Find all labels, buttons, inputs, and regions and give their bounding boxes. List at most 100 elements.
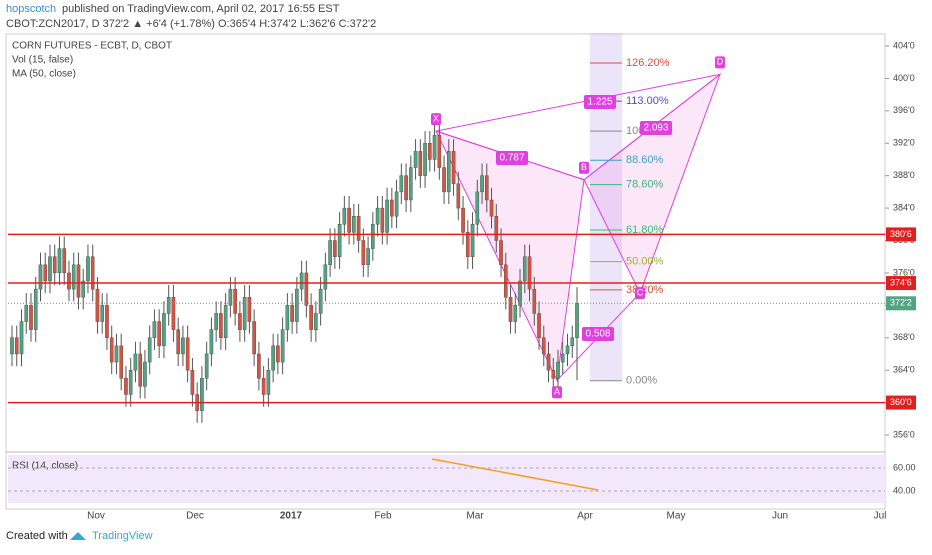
candle-body [323, 264, 328, 290]
candle-body [38, 264, 43, 290]
plot-frame [5, 33, 886, 510]
level-label: 374'6 [890, 277, 912, 287]
candle-body [371, 224, 375, 249]
candle-body [442, 167, 446, 193]
ratio-label: 2.093 [643, 123, 668, 134]
candle-body [71, 264, 76, 290]
candle-body [465, 232, 470, 257]
last-price-label: 372'2 [890, 298, 912, 308]
level-tag [886, 276, 916, 291]
y-tick-label: 356'0 [893, 429, 915, 439]
fib-label: 61.80% [626, 224, 664, 236]
x-tick-label: May [667, 511, 686, 522]
candle-body [432, 134, 437, 160]
fib-label: 113.00% [626, 95, 669, 107]
y-tick-label: 368'0 [893, 332, 915, 342]
candle-body [537, 313, 541, 338]
candle-body [570, 337, 575, 347]
candle-body [328, 240, 332, 266]
candle-body [475, 191, 480, 225]
candle-body [513, 305, 518, 322]
candle-body [456, 183, 461, 209]
candle-body [404, 175, 408, 201]
candle-body [133, 353, 138, 371]
candle-body [342, 207, 347, 225]
candle-body [295, 288, 299, 322]
candle-body [560, 353, 565, 363]
level-label: 360'0 [890, 397, 912, 407]
candle-body [366, 248, 370, 266]
pattern-point-box [431, 113, 441, 126]
candle-body [147, 337, 152, 363]
y-tick-label: 364'0 [893, 365, 915, 375]
candle-body [219, 313, 223, 338]
candle-body [527, 256, 532, 290]
candle-body [228, 288, 233, 306]
author[interactable]: hopscotch [6, 3, 56, 15]
candle-body [508, 297, 513, 322]
ratio-box [496, 151, 528, 165]
candle-body [522, 256, 527, 282]
candle-body [266, 369, 271, 395]
pattern-xd [435, 73, 721, 132]
candle-body [333, 240, 337, 257]
last-price-tag [886, 296, 916, 311]
candle-body [361, 240, 366, 266]
fib-label: 78.60% [626, 178, 664, 190]
candle-body [575, 303, 579, 338]
y-tick-label: 388'0 [893, 170, 915, 180]
ratio-label: 0.508 [585, 329, 610, 340]
candle-body [43, 264, 48, 282]
candle-body [541, 337, 546, 355]
candle-body [447, 151, 451, 193]
ratio-label: 0.787 [499, 153, 524, 164]
candle-body [271, 345, 275, 371]
candle-body [176, 329, 180, 355]
x-tick-label: 2017 [280, 511, 303, 522]
pattern-point-label: B [581, 162, 587, 172]
candle-body [356, 215, 361, 241]
level-tag [886, 395, 916, 410]
candle-body [200, 378, 204, 411]
candle-body [337, 224, 342, 257]
candle-body [90, 256, 95, 290]
legend-item: Vol (15, false) [12, 55, 73, 66]
ratio-box [584, 95, 616, 109]
candle-body [299, 272, 304, 290]
candle-body [124, 378, 128, 395]
candle-body [532, 288, 537, 314]
candle-body [57, 248, 62, 274]
fib-zone [590, 33, 622, 381]
candle-body [238, 313, 242, 330]
candle-body [314, 313, 318, 330]
candle-body [24, 305, 29, 322]
rsi-label: RSI (14, close) [12, 461, 78, 472]
fib-label: 88.60% [626, 154, 664, 166]
logo [70, 532, 86, 540]
candle-body [437, 134, 442, 168]
candle-body [503, 264, 508, 298]
candle-body [309, 305, 313, 330]
ratio-box [640, 121, 672, 135]
candle-body [352, 215, 356, 233]
candle-body [14, 337, 19, 355]
candle-body [518, 280, 522, 306]
rsi-trendline [431, 458, 599, 491]
candle-body [10, 337, 14, 355]
legend-title: CORN FUTURES - ECBT, D, CBOT [12, 41, 172, 52]
candle-body [29, 305, 33, 330]
pattern-point-box [635, 287, 645, 300]
brand[interactable]: TradingView [92, 530, 153, 542]
pattern-point-box [715, 56, 725, 69]
rsi-panel [8, 455, 885, 503]
candle-body [399, 175, 404, 193]
candle-body [499, 240, 503, 266]
pattern-point-box [552, 386, 562, 399]
candle-body [48, 256, 52, 282]
candle-body [451, 151, 456, 184]
footer-text: Created with [6, 530, 68, 542]
candle-body [252, 321, 256, 355]
pattern-point-label: C [637, 288, 644, 298]
candle-body [119, 345, 124, 379]
candle-body [280, 329, 285, 363]
